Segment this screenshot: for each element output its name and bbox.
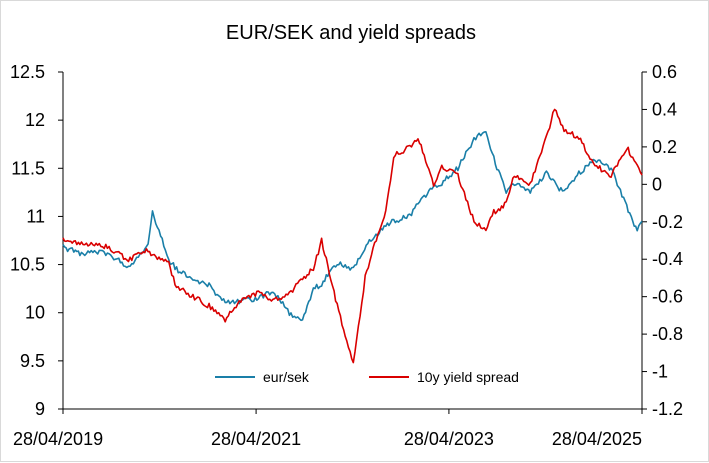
right-tick-label: -0.8 (652, 324, 683, 344)
right-tick-label: -1 (652, 362, 668, 382)
right-tick-label: -0.6 (652, 287, 683, 307)
right-tick-label: 0.6 (652, 62, 677, 82)
left-tick-label: 9 (35, 399, 45, 419)
x-tick-label: 28/04/2019 (13, 429, 103, 449)
left-tick-label: 10 (25, 303, 45, 323)
x-tick-label: 28/04/2025 (552, 429, 642, 449)
left-tick-label: 12 (25, 110, 45, 130)
right-tick-label: 0 (652, 174, 662, 194)
legend-label-eur-sek: eur/sek (263, 369, 310, 385)
right-tick-label: -0.4 (652, 249, 683, 269)
right-tick-label: 0.4 (652, 99, 677, 119)
left-tick-label: 9.5 (20, 351, 45, 371)
axes: 12.5 12 11.5 11 10.5 10 9.5 9 0.6 0.4 0.2 0 -0.2 -0.4… (10, 62, 683, 449)
series-layer (62, 108, 643, 364)
x-tick-label: 28/04/2021 (211, 429, 301, 449)
legend: eur/sek 10y yield spread (215, 369, 519, 385)
right-tick-label: -1.2 (652, 399, 683, 419)
x-tick-label: 28/04/2023 (404, 429, 494, 449)
eur-sek-line (62, 131, 643, 322)
right-tick-label: 0.2 (652, 137, 677, 157)
left-tick-label: 12.5 (10, 62, 45, 82)
left-tick-label: 11 (26, 206, 45, 226)
left-tick-label: 11.5 (11, 158, 45, 178)
10y-yield-spread-line (62, 108, 643, 364)
left-tick-label: 10.5 (10, 255, 45, 275)
right-tick-label: -0.2 (652, 212, 683, 232)
legend-label-yield-spread: 10y yield spread (417, 369, 519, 385)
chart-title: EUR/SEK and yield spreads (226, 22, 476, 44)
